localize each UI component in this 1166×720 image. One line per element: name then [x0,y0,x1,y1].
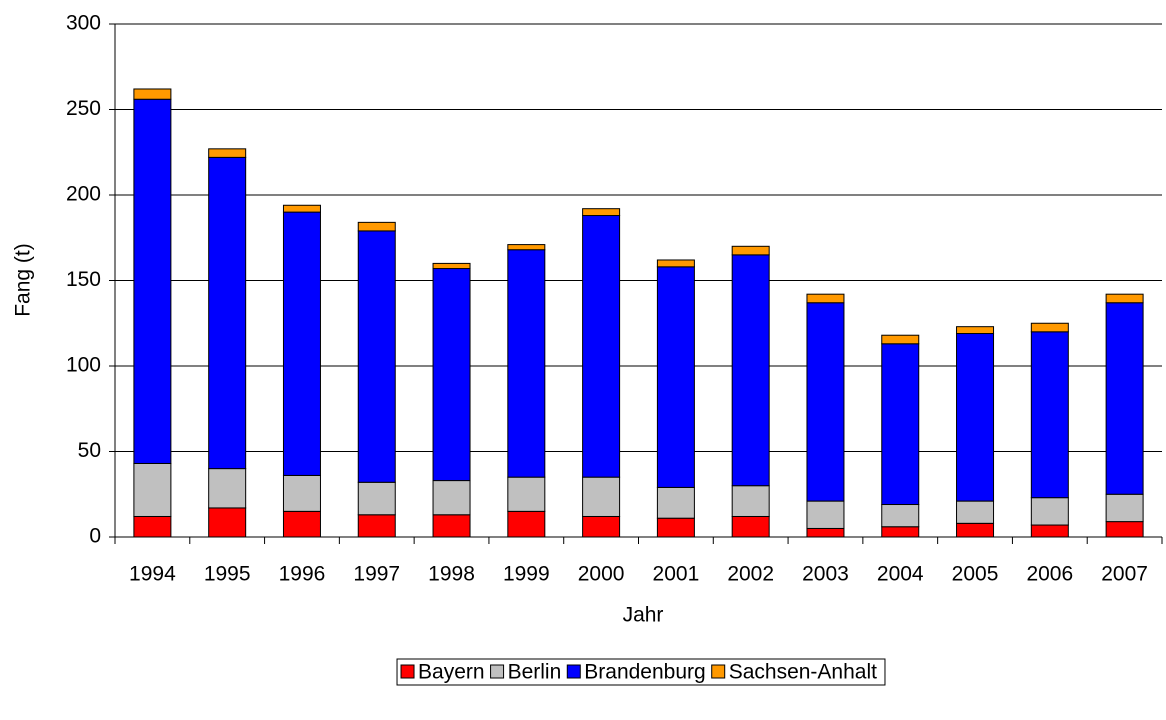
bar-segment [1030,524,1069,538]
legend-label: Berlin [508,661,562,684]
x-tick-label: 2003 [802,563,849,586]
bar-segment [507,249,546,478]
bar-segment [208,468,247,509]
x-tick-label: 1996 [279,563,326,586]
bar-segment [881,504,920,528]
bar-segment [881,343,920,506]
bar-segment [208,148,247,158]
bar-segment [282,204,321,213]
bar-segment [806,302,845,502]
bar-segment [956,522,995,538]
legend-label: Bayern [418,661,485,684]
bar-segment [582,476,621,517]
bar-segment [582,215,621,478]
bar-segment [1030,322,1069,333]
bar-segment [582,208,621,217]
x-axis-title: Jahr [623,604,664,627]
bar-segment [731,485,770,517]
bar-segment [133,88,172,100]
x-tick-label: 1998 [428,563,475,586]
bar-segment [582,515,621,538]
x-tick-label: 2001 [653,563,700,586]
bar-segment [507,244,546,251]
bar-segment [656,517,695,538]
bar-segment [656,266,695,488]
bar-segment [357,514,396,538]
legend-label: Sachsen-Anhalt [729,661,877,684]
bar-segment [1105,293,1144,304]
bar-segment [881,526,920,538]
legend-swatch [490,664,505,679]
legend-swatch [400,664,415,679]
x-tick-label: 1997 [353,563,400,586]
y-tick-label: 200 [66,183,101,206]
bar-segment [432,514,471,538]
bar-segment [507,510,546,538]
bar-segment [1105,521,1144,538]
y-tick-label: 0 [89,525,101,548]
y-tick-label: 300 [66,12,101,35]
y-tick-label: 150 [66,268,101,291]
bar-segment [956,333,995,502]
bar-segment [806,293,845,304]
bar-segment [432,480,471,516]
bar-segment [1105,493,1144,523]
bar-segment [656,486,695,519]
bar-segment [731,245,770,256]
bar-segment [432,262,471,270]
x-tick-label: 2006 [1026,563,1073,586]
bar-segment [133,462,172,517]
bar-segment [1105,302,1144,495]
bar-segment [956,500,995,524]
x-tick-label: 1999 [503,563,550,586]
bar-segment [731,254,770,487]
bar-segment [731,515,770,538]
bar-segment [956,326,995,335]
bar-segment [357,481,396,516]
y-tick-label: 100 [66,354,101,377]
bar-segment [806,500,845,529]
x-tick-label: 2002 [727,563,774,586]
x-tick-label: 1995 [204,563,251,586]
bar-segment [432,268,471,482]
x-tick-label: 2004 [877,563,924,586]
bar-segment [357,221,396,232]
bar-segment [282,510,321,538]
bar-segment [133,515,172,538]
y-axis-title: Fang (t) [12,243,35,317]
bar-segment [357,230,396,483]
bar-segment [656,259,695,268]
bar-segment [282,474,321,512]
bar-segment [1030,497,1069,526]
legend-swatch [566,664,581,679]
x-tick-label: 2005 [952,563,999,586]
legend-box [396,658,886,686]
bar-segment [133,98,172,464]
x-tick-label: 1994 [129,563,176,586]
legend-swatch [711,664,726,679]
bar-segment [1030,331,1069,499]
bar-segment [208,507,247,538]
y-tick-label: 50 [78,439,101,462]
legend-label: Brandenburg [584,661,705,684]
x-tick-label: 2007 [1101,563,1148,586]
bar-segment [208,156,247,470]
bar-segment [806,527,845,538]
bar-segment [282,211,321,476]
y-tick-label: 250 [66,97,101,120]
bar-segment [507,476,546,512]
x-tick-label: 2000 [578,563,625,586]
bar-segment [881,334,920,345]
